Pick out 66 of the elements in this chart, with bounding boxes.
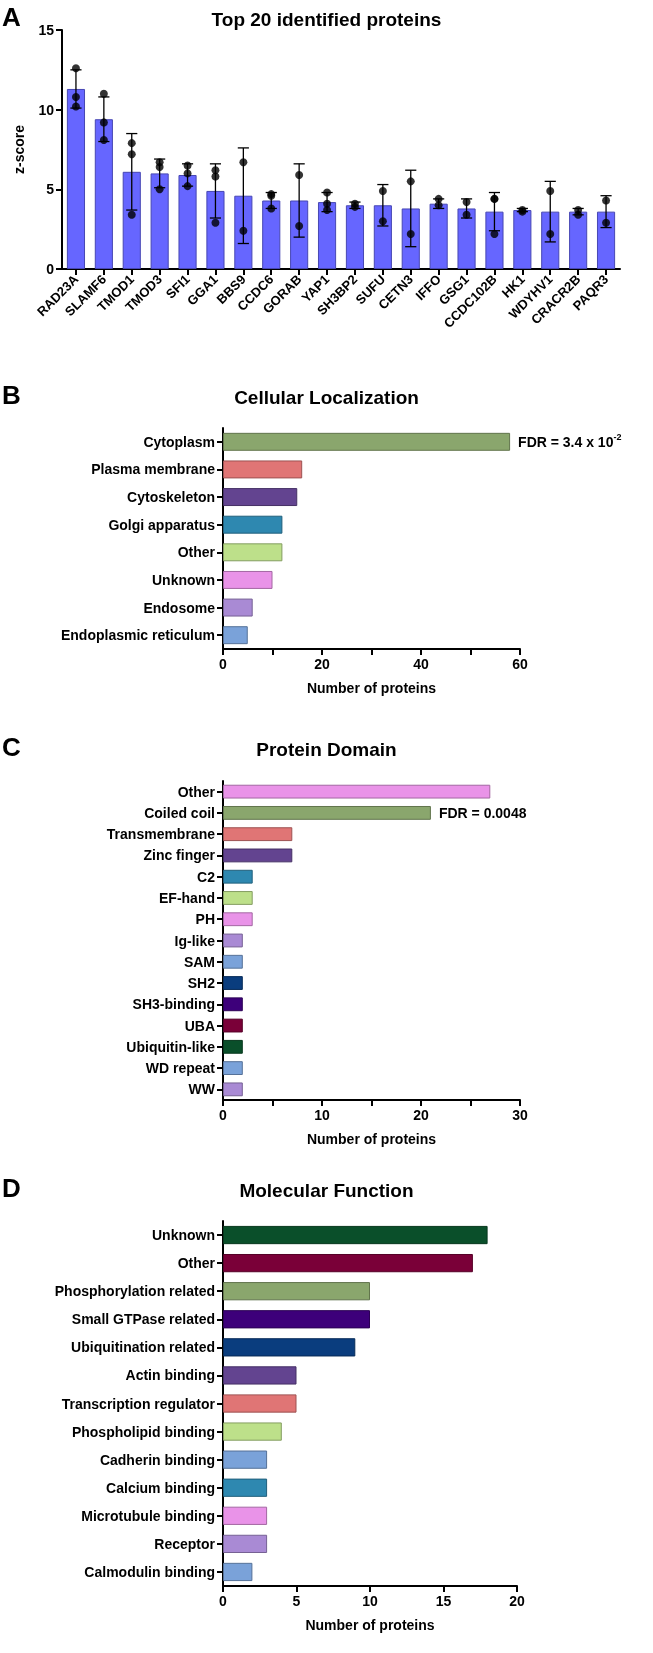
y-tick-label: Microtubule binding	[81, 1507, 215, 1524]
x-tick-label: 10	[314, 1107, 330, 1123]
text: A	[2, 2, 21, 32]
x-tick-label: 30	[512, 1107, 528, 1123]
y-tick-label: Ig-like	[174, 932, 216, 949]
y-tick-label: 5	[46, 181, 55, 198]
y-tick-label: Endoplasmic reticulum	[60, 627, 215, 644]
chart-title: Protein Domain	[256, 739, 397, 760]
y-tick-label: Zinc finger	[143, 847, 216, 864]
x-tick-label: 15	[435, 1593, 452, 1609]
y-tick-label: Other	[177, 1255, 216, 1272]
x-tick-label: 20	[314, 656, 330, 672]
text: D	[2, 1173, 21, 1203]
y-tick-label: Other	[177, 544, 216, 561]
x-axis-title: Number of proteins	[305, 1617, 435, 1633]
y-tick-label: Golgi apparatus	[108, 516, 216, 533]
chart-title: Molecular Function	[239, 1180, 414, 1201]
y-tick-label: Actin binding	[125, 1367, 215, 1384]
x-tick-label: 0	[219, 656, 228, 672]
x-tick-label: 20	[509, 1593, 525, 1609]
y-tick-label: Ubiquitin-like	[126, 1038, 216, 1055]
y-tick-label: Transcription regulator	[61, 1395, 216, 1412]
chart-title: Top 20 identified proteins	[211, 9, 442, 30]
y-tick-label: Phosphorylation related	[54, 1283, 215, 1300]
y-tick-label: SH3-binding	[132, 996, 215, 1013]
x-tick-label: 10	[362, 1593, 378, 1609]
y-tick-label: WD repeat	[145, 1060, 216, 1077]
x-axis-title: Number of proteins	[306, 1131, 437, 1147]
x-tick-label: 20	[413, 1107, 429, 1123]
y-tick-label: EF-hand	[159, 889, 215, 906]
x-tick-label: 0	[219, 1593, 228, 1609]
y-tick-label: Calmodulin binding	[84, 1563, 215, 1580]
x-tick-label: 40	[413, 656, 429, 672]
y-tick-label: Transmembrane	[106, 826, 216, 843]
y-tick-label: Cadherin binding	[99, 1451, 215, 1468]
y-tick-label: Unknown	[152, 571, 215, 588]
y-axis-title: z-score	[11, 124, 27, 175]
x-axis-title: Number of proteins	[306, 680, 437, 696]
y-tick-label: 10	[38, 101, 55, 118]
y-tick-label: WW	[188, 1081, 216, 1098]
x-tick-label: 5	[292, 1593, 301, 1609]
x-tick-label: 0	[219, 1107, 228, 1123]
y-tick-label: Plasma membrane	[91, 461, 216, 478]
text: B	[2, 380, 21, 410]
y-tick-label: 15	[38, 22, 55, 38]
chart-title: Cellular Localization	[234, 387, 419, 408]
y-tick-label: Unknown	[152, 1227, 215, 1244]
text: C	[2, 732, 21, 762]
y-tick-label: Receptor	[154, 1535, 216, 1552]
y-tick-label: SH2	[187, 975, 216, 992]
y-tick-label: C2	[197, 868, 216, 885]
y-tick-label: Other	[177, 783, 216, 800]
y-tick-label: Coiled coil	[144, 804, 215, 821]
y-tick-label: Phospholipid binding	[71, 1423, 215, 1440]
y-tick-label: Calcium binding	[106, 1479, 215, 1496]
annotation: FDR = 0.0048	[438, 804, 527, 821]
y-tick-label: Cytoplasm	[143, 433, 215, 450]
y-tick-label: Ubiquitination related	[71, 1339, 215, 1356]
y-tick-label: Endosome	[143, 599, 216, 616]
y-tick-label: UBA	[184, 1017, 215, 1034]
y-tick-label: SAM	[183, 953, 215, 970]
x-tick-label: 60	[512, 656, 528, 672]
y-tick-label: Cytoskeleton	[127, 489, 215, 506]
y-tick-label: PH	[195, 911, 215, 928]
y-tick-label: Small GTPase related	[71, 1311, 215, 1328]
y-tick-label: 0	[46, 261, 55, 277]
